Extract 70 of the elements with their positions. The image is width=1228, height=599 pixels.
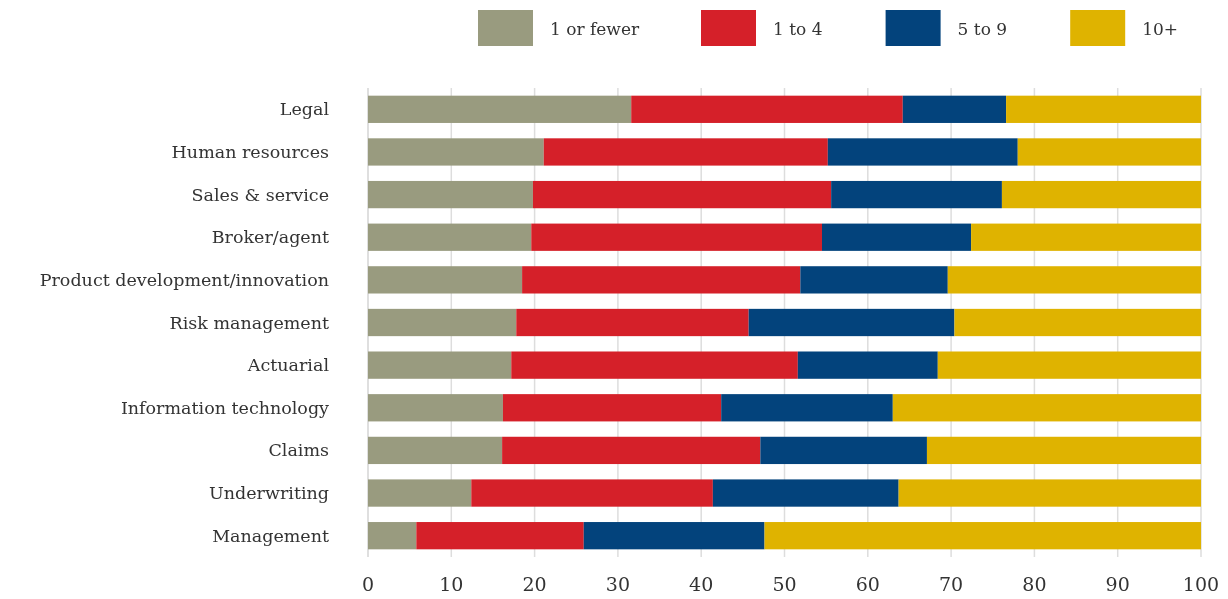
bar xyxy=(902,95,1007,123)
bar xyxy=(947,266,1201,294)
bar xyxy=(583,522,765,550)
bar xyxy=(748,308,955,337)
bar xyxy=(368,95,632,123)
bar xyxy=(1017,138,1201,166)
bar xyxy=(531,223,822,251)
bar xyxy=(1001,180,1201,209)
y-tick-label: Claims xyxy=(268,440,330,461)
bar xyxy=(764,522,1201,550)
x-tick-label: 20 xyxy=(522,573,547,595)
y-tick-label: Actuarial xyxy=(246,355,330,376)
bar xyxy=(368,180,533,209)
bar xyxy=(416,522,584,550)
bar xyxy=(368,351,512,379)
bar xyxy=(522,266,801,294)
legend-label: 1 to 4 xyxy=(773,19,823,39)
bar xyxy=(502,394,722,422)
x-tick-label: 80 xyxy=(1022,573,1047,595)
bar xyxy=(797,351,938,379)
bar xyxy=(471,479,713,507)
bar xyxy=(721,394,893,422)
y-tick-label: Risk management xyxy=(169,312,329,333)
x-tick-label: 50 xyxy=(772,573,797,595)
bar xyxy=(898,479,1201,507)
bar xyxy=(368,479,472,507)
x-tick-label: 70 xyxy=(939,573,964,595)
bar xyxy=(543,138,828,166)
bar xyxy=(368,223,532,251)
bar xyxy=(368,394,503,422)
bar xyxy=(516,308,749,337)
x-tick-label: 0 xyxy=(361,573,375,595)
bar xyxy=(954,308,1201,337)
bar xyxy=(368,266,523,294)
y-tick-label: Product development/innovation xyxy=(39,269,329,290)
y-tick-label: Human resources xyxy=(171,141,330,162)
legend-label: 1 or fewer xyxy=(550,19,640,39)
x-tick-label: 30 xyxy=(605,573,630,595)
bar xyxy=(760,436,927,465)
bar xyxy=(368,138,544,166)
bar xyxy=(821,223,972,251)
bar xyxy=(971,223,1201,251)
bar xyxy=(1006,95,1201,123)
y-tick-label: Management xyxy=(212,525,329,546)
bar xyxy=(532,180,832,209)
bar xyxy=(368,522,417,550)
bar xyxy=(511,351,798,379)
y-tick-label: Broker/agent xyxy=(211,227,329,248)
bar xyxy=(831,180,1002,209)
bar xyxy=(800,266,948,294)
x-tick-label: 60 xyxy=(855,573,880,595)
y-tick-label: Underwriting xyxy=(209,483,329,504)
bar xyxy=(631,95,903,123)
bar xyxy=(926,436,1201,465)
y-tick-label: Information technology xyxy=(120,397,330,418)
bar xyxy=(502,436,761,465)
x-tick-label: 90 xyxy=(1105,573,1130,595)
legend-label: 10+ xyxy=(1142,19,1179,39)
bar xyxy=(368,436,503,465)
y-tick-label: Sales & service xyxy=(191,184,329,205)
bar xyxy=(712,479,899,507)
bar xyxy=(892,394,1201,422)
bar xyxy=(368,308,517,337)
y-tick-label: Legal xyxy=(279,99,330,120)
x-tick-label: 40 xyxy=(689,573,714,595)
bar xyxy=(827,138,1018,166)
bar xyxy=(937,351,1201,379)
legend-label: 5 to 9 xyxy=(957,19,1008,39)
x-tick-label: 100 xyxy=(1182,573,1220,595)
x-tick-label: 10 xyxy=(439,573,464,595)
